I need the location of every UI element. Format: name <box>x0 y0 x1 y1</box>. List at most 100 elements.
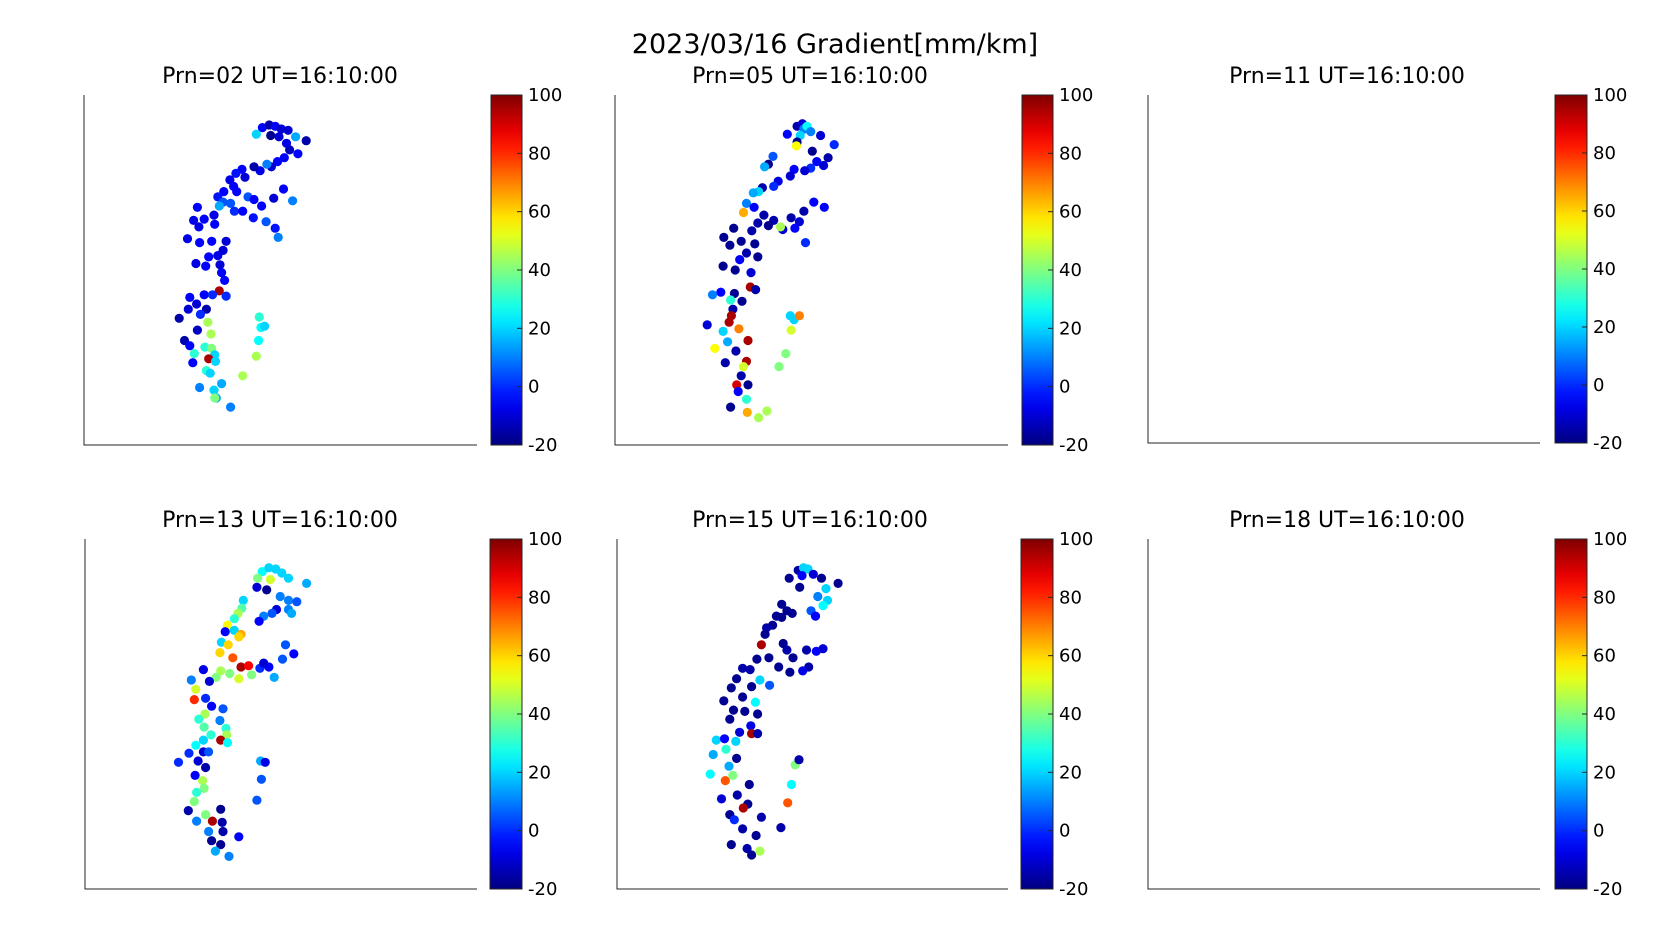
scatter-point <box>226 402 236 412</box>
scatter-point <box>708 749 718 760</box>
scatter-point <box>807 146 817 156</box>
colorbar-tick-label: 100 <box>528 85 562 106</box>
scatter-point <box>221 236 231 246</box>
colorbar-tick-label: 20 <box>1059 318 1082 339</box>
colorbar <box>1021 94 1054 446</box>
scatter-point <box>231 168 241 178</box>
scatter-point <box>195 309 205 319</box>
colorbar-tick-label: -20 <box>1059 435 1088 456</box>
scatter-point <box>200 709 210 719</box>
scatter-point <box>707 290 718 300</box>
scatter-point <box>735 255 745 265</box>
colorbar-tick-label: 100 <box>1593 529 1627 550</box>
scatter-point <box>808 569 818 579</box>
scatter-point <box>753 729 763 739</box>
scatter-point <box>735 727 745 737</box>
panels: Prn=02 UT=16:10:00100806040200-20Prn=05 … <box>83 64 1627 900</box>
scatter-point <box>277 568 287 578</box>
colorbar-tick-label: 40 <box>1593 704 1616 725</box>
colorbar-tick-label: 20 <box>1593 762 1616 783</box>
colorbar-tick-label: 40 <box>1059 260 1082 281</box>
scatter-point <box>183 304 193 314</box>
scatter-point <box>741 248 752 258</box>
scatter-point <box>301 136 311 146</box>
scatter-point <box>260 757 270 767</box>
colorbar-tick-label: 20 <box>1059 762 1082 783</box>
scatter-point <box>220 627 230 637</box>
scatter-point <box>229 206 239 216</box>
scatter-point <box>189 349 199 359</box>
scatter-point <box>216 666 226 676</box>
scatter-point <box>188 358 198 368</box>
scatter-point <box>747 226 757 236</box>
scatter-point <box>205 368 215 378</box>
scatter-point <box>182 234 193 244</box>
scatter-point <box>742 407 752 417</box>
panel-title: Prn=15 UT=16:10:00 <box>692 508 928 533</box>
figure-title: 2023/03/16 Gradient[mm/km] <box>632 29 1038 60</box>
scatter-point <box>234 832 244 842</box>
scatter-point <box>234 674 244 684</box>
scatter-point <box>718 326 728 336</box>
scatter-point <box>774 662 784 672</box>
scatter-point <box>809 197 819 207</box>
scatter-point <box>833 578 843 589</box>
scatter-point <box>781 349 791 359</box>
scatter-point <box>229 625 239 636</box>
scatter-point <box>719 696 729 706</box>
scatter-point <box>207 290 218 300</box>
scatter-point <box>223 640 233 650</box>
scatter-point <box>252 582 262 592</box>
scatter-point <box>238 206 248 216</box>
scatter-point <box>764 653 774 663</box>
scatter-point <box>186 675 196 685</box>
scatter-point <box>283 125 293 135</box>
scatter-point <box>210 356 221 366</box>
scatter-point <box>185 292 195 302</box>
scatter-point <box>800 166 810 176</box>
colorbar <box>489 538 523 890</box>
scatter-points <box>173 563 312 862</box>
scatter-point <box>718 261 728 271</box>
scatter-point <box>798 666 808 676</box>
colorbar-tick-label: 0 <box>1593 821 1604 842</box>
scatter-point <box>201 810 211 820</box>
scatter-point <box>751 285 761 295</box>
scatter-point <box>262 585 272 595</box>
colorbar-tick-label: 60 <box>528 202 551 223</box>
scatter-point <box>771 611 782 621</box>
scatter-point <box>252 795 262 805</box>
scatter-point <box>236 662 246 672</box>
scatter-point <box>215 715 225 726</box>
panel-1: Prn=02 UT=16:10:00 100 80 60 40 20 0 -20 <box>83 64 562 456</box>
scatter-point <box>253 573 263 583</box>
scatter-point <box>204 747 214 757</box>
scatter-point <box>790 223 800 233</box>
scatter-point <box>191 684 201 694</box>
scatter-point <box>200 342 210 352</box>
scatter-point <box>719 734 730 744</box>
scatter-point <box>744 779 754 790</box>
scatter-point <box>217 817 227 828</box>
scatter-point <box>742 843 752 854</box>
scatter-point <box>731 736 741 747</box>
scatter-point <box>819 160 829 171</box>
scatter-point <box>199 783 209 794</box>
scatter-point <box>750 239 760 249</box>
scatter-point <box>198 665 208 675</box>
scatter-point <box>731 346 741 356</box>
scatter-point <box>226 198 236 208</box>
scatter-point <box>751 830 761 841</box>
scatter-point <box>199 722 209 732</box>
scatter-point <box>741 394 752 404</box>
scatter-point <box>292 597 302 607</box>
scatter-point <box>289 649 299 659</box>
scatter-point <box>784 573 794 583</box>
scatter-point <box>229 614 239 624</box>
scatter-point <box>209 385 219 395</box>
scatter-point <box>184 748 194 758</box>
colorbar-tick-label: 60 <box>1059 202 1082 223</box>
scatter-point <box>747 682 757 692</box>
scatter-point <box>201 762 211 773</box>
scatter-point <box>185 341 195 351</box>
